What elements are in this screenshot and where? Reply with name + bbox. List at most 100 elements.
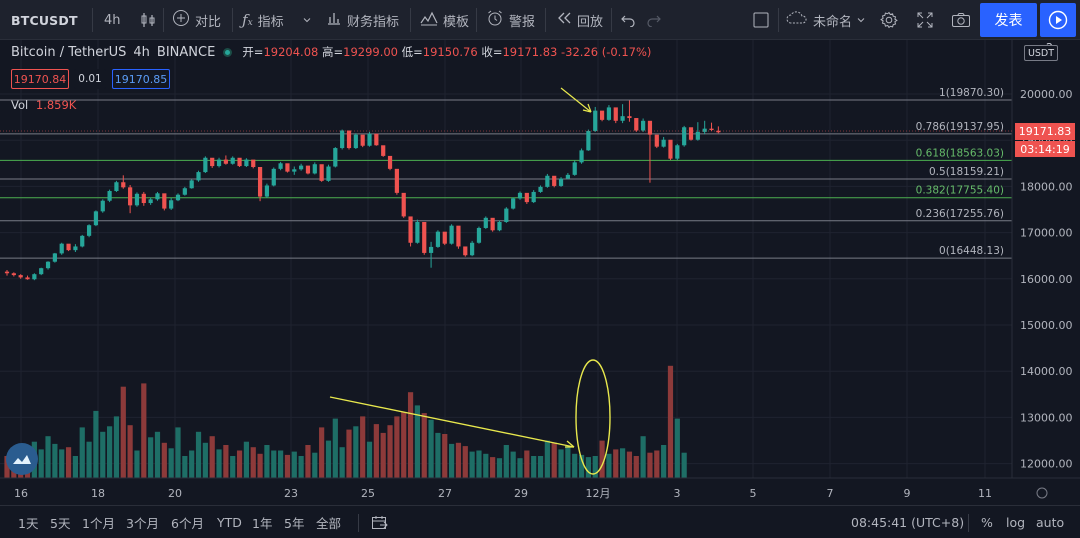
fullscreen-layout-button[interactable] [752,0,770,40]
range-ytd[interactable]: YTD [217,515,242,530]
replay-play-button[interactable] [1040,3,1076,37]
cloud-icon [786,11,808,29]
volume-bar [141,383,147,478]
volume-bar [380,432,386,478]
candle-body [579,150,584,163]
time-axis-label: 5 [750,487,757,500]
candle-body [668,139,673,159]
volume-bar [565,446,571,478]
auto-scale-toggle[interactable]: auto [1036,515,1065,530]
volume-bar [134,450,140,478]
compare-button[interactable]: 对比 [172,0,221,40]
volume-bar [93,410,99,478]
volume-bar [558,449,564,478]
volume-bar [647,452,653,478]
candles-icon [141,13,155,27]
volume-bar [524,450,530,478]
buy-price-button[interactable]: 19170.85 [112,69,170,89]
range-6m[interactable]: 6个月 [171,516,204,531]
toolbar-divider [611,8,612,32]
candle-body [278,163,283,169]
annotation-arrow-price[interactable] [560,87,592,113]
layout-dropdown[interactable] [856,0,866,40]
volume-bar [442,434,448,478]
candle-body [620,116,625,121]
publish-button[interactable]: 发表 [980,3,1037,37]
volume-bar [585,457,591,478]
time-axis-label: 12月 [586,487,611,500]
camera-icon [952,13,970,27]
volume-bar [250,447,256,478]
indicators-button[interactable]: ƒx 指标 [242,0,284,40]
volume-bar [332,418,338,478]
indicators-dropdown[interactable] [302,0,312,40]
candle-body [114,182,119,192]
candle-body [230,157,235,164]
volume-bar [271,450,277,478]
bar-countdown-label: 03:14:19 [1015,141,1075,157]
volume-bar [127,425,133,478]
range-1y[interactable]: 1年 [252,516,273,531]
range-1d[interactable]: 1天 [18,516,39,531]
currency-button[interactable]: USDT [1024,45,1058,61]
candle-body [11,273,16,276]
clock-timezone[interactable]: 08:45:41 (UTC+8) [851,515,965,530]
replay-label: 回放 [577,14,604,30]
candle-body [675,145,680,159]
candle-body [312,164,317,174]
range-1m[interactable]: 1个月 [82,516,115,531]
price-chart[interactable]: 1(19870.30) 0.786(19137.95) 0.618(18563.03… [0,40,1080,505]
undo-button[interactable] [620,0,636,40]
candle-body [470,242,475,256]
range-5d[interactable]: 5天 [50,516,71,531]
volume-bar [59,449,65,478]
candle-body [497,221,502,231]
sell-price-button[interactable]: 19170.84 [11,69,69,89]
legend-title[interactable]: Bitcoin / TetherUS [11,44,127,60]
price-scale-label: 18000.00 [1020,180,1073,193]
financials-button[interactable]: 财务指标 [326,0,399,40]
volume-bar [278,450,284,478]
candle-body [162,193,167,209]
goto-date-button[interactable] [371,506,389,538]
volume-bar [52,443,58,478]
volume-bar [223,445,229,478]
legend-exchange: BINANCE [156,44,216,60]
interval-button[interactable]: 4h [104,12,121,28]
range-3m[interactable]: 3个月 [126,516,159,531]
templates-button[interactable]: 模板 [420,0,469,40]
bar-chart-icon [326,10,342,30]
settings-button[interactable] [880,0,898,40]
replay-button[interactable]: 回放 [556,0,603,40]
fullscreen-button[interactable] [916,0,934,40]
candle-body [237,157,242,167]
annotation-ellipse-volume[interactable] [575,359,611,475]
log-scale-toggle[interactable]: log [1006,515,1026,530]
time-scale-settings[interactable] [1036,487,1048,499]
symbol-search[interactable]: BTCUSDT [11,12,78,28]
volume-bar [428,419,434,478]
market-status-icon[interactable] [223,47,233,57]
alert-button[interactable]: 警报 [486,0,535,40]
layout-name-button[interactable]: 未命名 [786,0,852,40]
range-all[interactable]: 全部 [316,516,342,531]
candle-body [93,211,99,226]
candle-body [80,235,85,247]
volume-bar [86,441,92,478]
fibonacci-retracement[interactable]: 1(19870.30) 0.786(19137.95) 0.618(18563.03… [0,87,1012,259]
range-5y[interactable]: 5年 [284,516,305,531]
snapshot-button[interactable] [951,0,971,40]
time-scale[interactable]: 16 18 20 23 25 27 29 12月 3 5 7 9 11 [14,487,992,500]
candle-body [189,180,194,189]
candle-body [45,261,51,269]
price-scale-label: 16000.00 [1020,273,1073,286]
candle-body [59,243,64,254]
square-icon [753,12,769,28]
tradingview-logo[interactable] [6,443,38,475]
chart-type-button[interactable] [140,0,156,40]
redo-button[interactable] [646,0,662,40]
percent-scale-toggle[interactable]: % [981,515,993,530]
annotations[interactable] [329,87,611,475]
annotation-arrow-volume[interactable] [329,396,575,448]
